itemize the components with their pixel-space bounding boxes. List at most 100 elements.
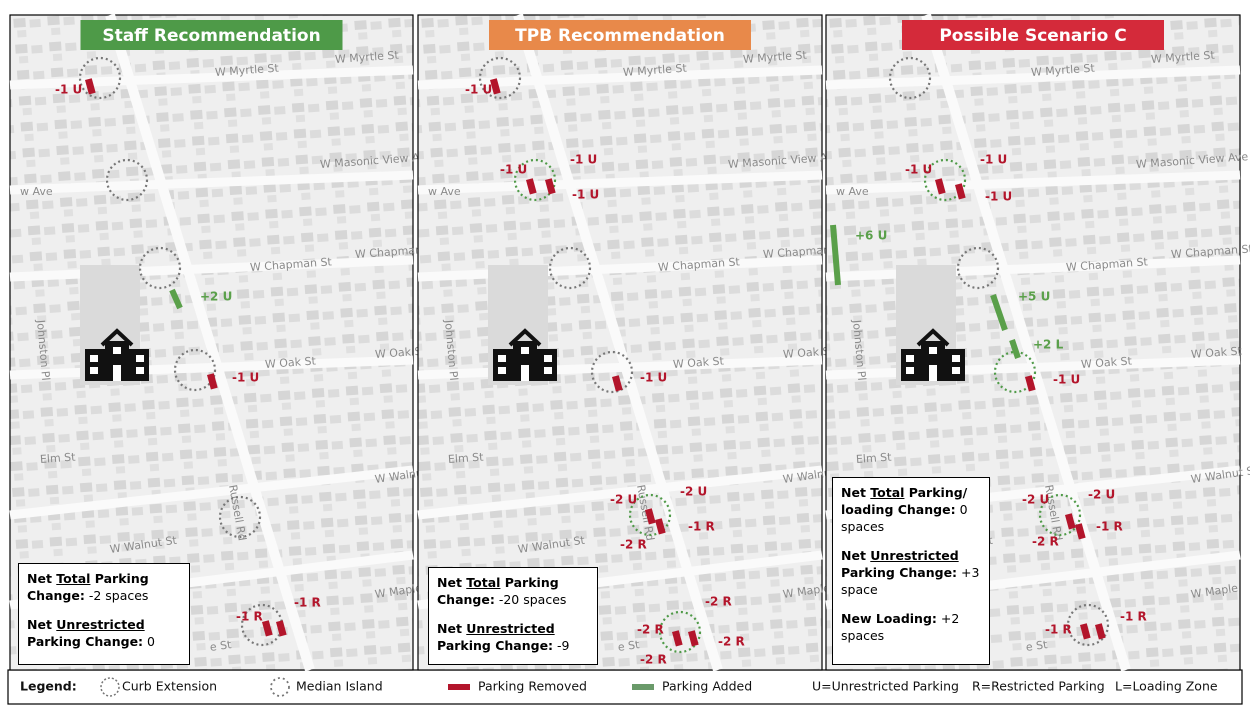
school-icon: [85, 328, 149, 381]
parking-added: [830, 224, 841, 286]
summary-box: Net Total Parking Change: -20 spaces Net …: [428, 567, 598, 665]
summary-underlined: Unrestricted: [466, 621, 555, 636]
summary-item: Net Total Parking Change: -20 spaces: [437, 574, 589, 608]
road: [417, 255, 823, 282]
street-label: Johnston Pl: [34, 318, 52, 381]
summary-underlined: Total: [56, 571, 91, 586]
summary-label: Parking Change:: [841, 565, 958, 580]
street-label: W Myrtle St: [335, 49, 400, 66]
street-label: W Chapman St: [250, 255, 333, 274]
summary-prefix: Net: [437, 621, 462, 636]
median-island: [628, 493, 672, 537]
legend-item: Parking Added: [662, 679, 752, 694]
street-label: w Ave: [20, 185, 53, 198]
parking-removed: [935, 178, 946, 195]
title-banner: [489, 20, 751, 50]
school-window: [906, 355, 914, 362]
change-label: -1 U: [570, 153, 597, 167]
summary-label: Parking Change:: [437, 575, 559, 607]
change-label: -1 R: [1045, 623, 1072, 637]
median-island: [658, 610, 702, 654]
road: [9, 255, 414, 282]
summary-prefix: Net: [437, 575, 462, 590]
title-banner: [80, 20, 343, 50]
parking-removed: [1025, 375, 1036, 392]
parking-removed: [655, 518, 666, 535]
curb-extension: [1066, 603, 1110, 647]
street-label: Elm St: [856, 450, 893, 465]
street-label: W Chapman St: [355, 242, 438, 261]
school-door: [521, 365, 529, 381]
summary-underlined: Unrestricted: [870, 548, 959, 563]
summary-label: New Loading:: [841, 611, 937, 626]
panel-title: TPB Recommendation: [515, 26, 725, 46]
summary-label: Parking Change:: [27, 571, 149, 603]
road: [417, 355, 823, 380]
school-window: [906, 367, 914, 374]
parking-removed: [545, 178, 556, 195]
legend-title: Legend:: [20, 679, 77, 694]
street-label: Elm St: [40, 450, 77, 465]
street-label: W Chapman St: [658, 255, 741, 274]
school-window: [521, 347, 529, 354]
parking-removed: [261, 620, 273, 637]
change-label: +6 U: [855, 229, 887, 243]
summary-value: -20 spaces: [498, 592, 567, 607]
street-label: Elm St: [448, 450, 485, 465]
change-label: -1 U: [465, 83, 492, 97]
legend-item: Curb Extension: [122, 679, 217, 694]
parking-added: [169, 288, 183, 310]
legend-item: Median Island: [296, 679, 383, 694]
parking-removed: [275, 620, 287, 637]
summary-label: Parking Change:: [437, 638, 554, 653]
summary-value: +3 space: [841, 565, 980, 597]
change-label: -1 U: [1053, 373, 1080, 387]
street-label: W Chapman St: [1066, 255, 1149, 274]
change-label: -1 U: [985, 190, 1012, 204]
legend-item: Parking Removed: [478, 679, 587, 694]
summary-value: +2 spaces: [841, 611, 960, 643]
street-label: W Chapman St: [1171, 242, 1250, 261]
parking-removed: [1080, 623, 1091, 640]
road: [513, 13, 723, 672]
street-label: W Myrtle St: [1031, 62, 1096, 79]
school-icon: [901, 328, 965, 381]
road: [825, 170, 1241, 195]
change-label: +2 L: [1033, 338, 1064, 352]
parking-removed: [1075, 523, 1086, 540]
change-label: -2 U: [680, 485, 707, 499]
panel: W Myrtle StW Myrtle StW Masonic View Ave…: [9, 13, 443, 672]
change-label: -2 R: [718, 635, 745, 649]
summary-underlined: Total: [466, 575, 501, 590]
street-label: e St: [1025, 638, 1049, 654]
school-window: [136, 367, 144, 374]
street-label: W Oak St: [265, 354, 317, 371]
legend-curb: [100, 677, 120, 697]
street-label: W Myrtle St: [623, 62, 688, 79]
panel-title: Possible Scenario C: [939, 26, 1126, 46]
change-label: -2 R: [640, 653, 667, 667]
street-label: w Ave: [836, 185, 869, 198]
change-label: -2 R: [637, 623, 664, 637]
parking-removed: [672, 630, 683, 647]
panel-title: Staff Recommendation: [102, 26, 320, 46]
change-label: -1 U: [980, 153, 1007, 167]
school-icon: [493, 328, 557, 381]
street-label: Johnston Pl: [442, 318, 460, 381]
street-label: W Myrtle St: [1151, 49, 1216, 66]
change-label: -1 R: [1120, 610, 1147, 624]
school-door: [929, 365, 937, 381]
summary-item: Net Unrestricted Parking Change: -9: [437, 620, 589, 654]
street-label: W Oak St: [1081, 354, 1133, 371]
curb-extension: [105, 158, 149, 202]
road: [417, 170, 823, 195]
summary-prefix: Net: [841, 548, 866, 563]
street-label: w Ave: [428, 185, 461, 198]
road: [417, 65, 823, 90]
school-window: [90, 355, 98, 362]
change-label: -1 U: [572, 188, 599, 202]
curb-extension: [956, 246, 1000, 290]
street-label: e St: [209, 638, 233, 654]
parking-removed: [645, 508, 656, 525]
school-window: [136, 355, 144, 362]
